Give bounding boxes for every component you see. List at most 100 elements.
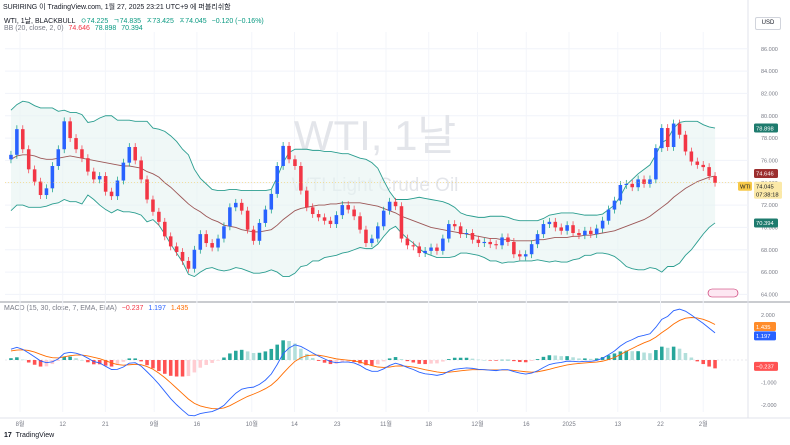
candle-body (618, 184, 623, 201)
time-tick-label: 12월 (471, 420, 483, 428)
candle-body (234, 202, 238, 208)
macd-hist-bar (535, 359, 540, 360)
price-tick-label: 78.000 (761, 136, 778, 142)
macd-hist-bar (26, 360, 31, 363)
time-tick-label: 12 (59, 422, 66, 428)
candle-body (470, 233, 475, 240)
bb-legend[interactable]: BB (20, close, 2, 0) 74.646 78.898 70.39… (4, 25, 146, 32)
price-tick-label: 86.000 (761, 47, 778, 53)
candle-body (707, 167, 711, 177)
candle-body (606, 209, 611, 221)
macd-hist-bar (56, 360, 61, 361)
candle-body (9, 154, 13, 160)
candle-body (565, 225, 569, 231)
macd-hist-bar (482, 360, 487, 361)
candle-body (376, 226, 380, 239)
bb-lower-value: 70.394 (121, 25, 143, 32)
macd-hist-bar (571, 357, 575, 360)
macd-hist-bar (452, 357, 457, 360)
candle-body (97, 176, 102, 180)
macd-hist-bar (376, 360, 380, 365)
macd-hist-bar (512, 360, 516, 362)
candle-body (222, 226, 226, 239)
macd-legend[interactable]: MACD (15, 30, close, 7, EMA, EMA) −0.237… (4, 305, 191, 312)
symbol-tag-bg (738, 181, 752, 191)
bb-upper-line (10, 100, 716, 222)
time-tick-label: 2025 (562, 422, 576, 428)
candle-body (92, 171, 96, 180)
candle-body (594, 228, 599, 235)
time-tick-label: 9월 (150, 420, 159, 428)
candle-body (21, 129, 25, 150)
candle-body (245, 210, 250, 230)
candle-body (32, 169, 37, 182)
macd-hist-bar (435, 360, 439, 364)
time-axis[interactable]: 8월 12 21 9월 16 10월 14 23 11월 18 12월 16 2025 13 22 2월 (16, 420, 708, 428)
price-axis[interactable]: 86.00084.00082.00080.00078.00076.00074.0… (761, 47, 778, 409)
candle-body (381, 210, 386, 227)
macd-line (10, 308, 716, 417)
macd-hist-bar (216, 360, 220, 361)
macd-hist-bar (447, 359, 451, 360)
macd-hist-bar (411, 360, 416, 363)
macd-hist-bar (476, 359, 481, 361)
candle-body (322, 217, 327, 221)
macd-hist-bar (518, 360, 522, 363)
macd-hist-bar (346, 360, 350, 362)
macd-hist-bar (334, 360, 339, 364)
time-tick-label: 10월 (246, 420, 258, 428)
candle-body (506, 237, 510, 242)
macd-hist-bar (21, 359, 25, 361)
candle-body (547, 221, 552, 225)
macd-hist-bar (417, 360, 421, 364)
macd-hist-bar (494, 360, 498, 361)
candle-body (671, 123, 676, 148)
candle-body (494, 244, 498, 246)
price-tags: 78.898 74.646 WTI 74.045 07:38:18 70.394 1.435… (707, 123, 782, 371)
candle-body (435, 247, 439, 251)
macd-hist-bar (488, 360, 492, 361)
candle-body (86, 158, 90, 172)
open-value: ㅇ74.225 (80, 18, 109, 25)
publisher-line: SURIRING 이 TradingView.com, 1월 27, 2025 … (3, 4, 231, 11)
time-tick-label: 13 (614, 422, 621, 428)
candle-body (689, 151, 694, 162)
macd-hist-bar (523, 360, 528, 363)
candle-body (452, 224, 457, 227)
candle-body (15, 129, 19, 155)
macd-hist-bar (157, 360, 161, 372)
macd-tick-label: -1.000 (761, 381, 777, 387)
macd-line-value: 1.197 (148, 305, 166, 312)
price-tick-label: 70.000 (761, 225, 778, 231)
countdown-tag-bg (754, 189, 782, 199)
macd-hist-bar (381, 360, 386, 362)
macd-hist-bar (583, 358, 587, 360)
price-tick-label: 68.000 (761, 248, 778, 254)
macd-hist-bar (234, 350, 238, 360)
candle-body (512, 241, 516, 255)
candle-body (210, 243, 214, 248)
macd-hist-bar (186, 360, 191, 377)
currency-button[interactable]: USD (755, 17, 781, 30)
tradingview-footer[interactable]: 17 TradingView (4, 432, 54, 439)
candle-body (642, 179, 646, 184)
bb-fill (10, 101, 716, 277)
macd-hist-bar (429, 360, 433, 364)
time-tick-label: 16 (523, 422, 530, 428)
time-tick-label: 22 (657, 422, 664, 428)
candle-body (186, 260, 191, 269)
macd-hist-bar (464, 357, 469, 360)
candle-body (62, 121, 66, 150)
candle-body (157, 211, 161, 222)
candle-body (488, 241, 492, 245)
tradingview-logo-icon: 17 (4, 432, 12, 439)
macd-hist-bar (222, 357, 226, 360)
candle-body (405, 238, 410, 246)
symbol-legend[interactable]: WTI, 1날, BLACKBULL ㅇ74.225 ㄱ74.835 ㅈ73.4… (4, 16, 267, 26)
signal-line (10, 317, 716, 410)
macd-hist-bar (529, 360, 534, 361)
macd-hist-bar (713, 360, 717, 369)
candle-body (624, 183, 629, 185)
macd-hist-bar (671, 346, 676, 360)
